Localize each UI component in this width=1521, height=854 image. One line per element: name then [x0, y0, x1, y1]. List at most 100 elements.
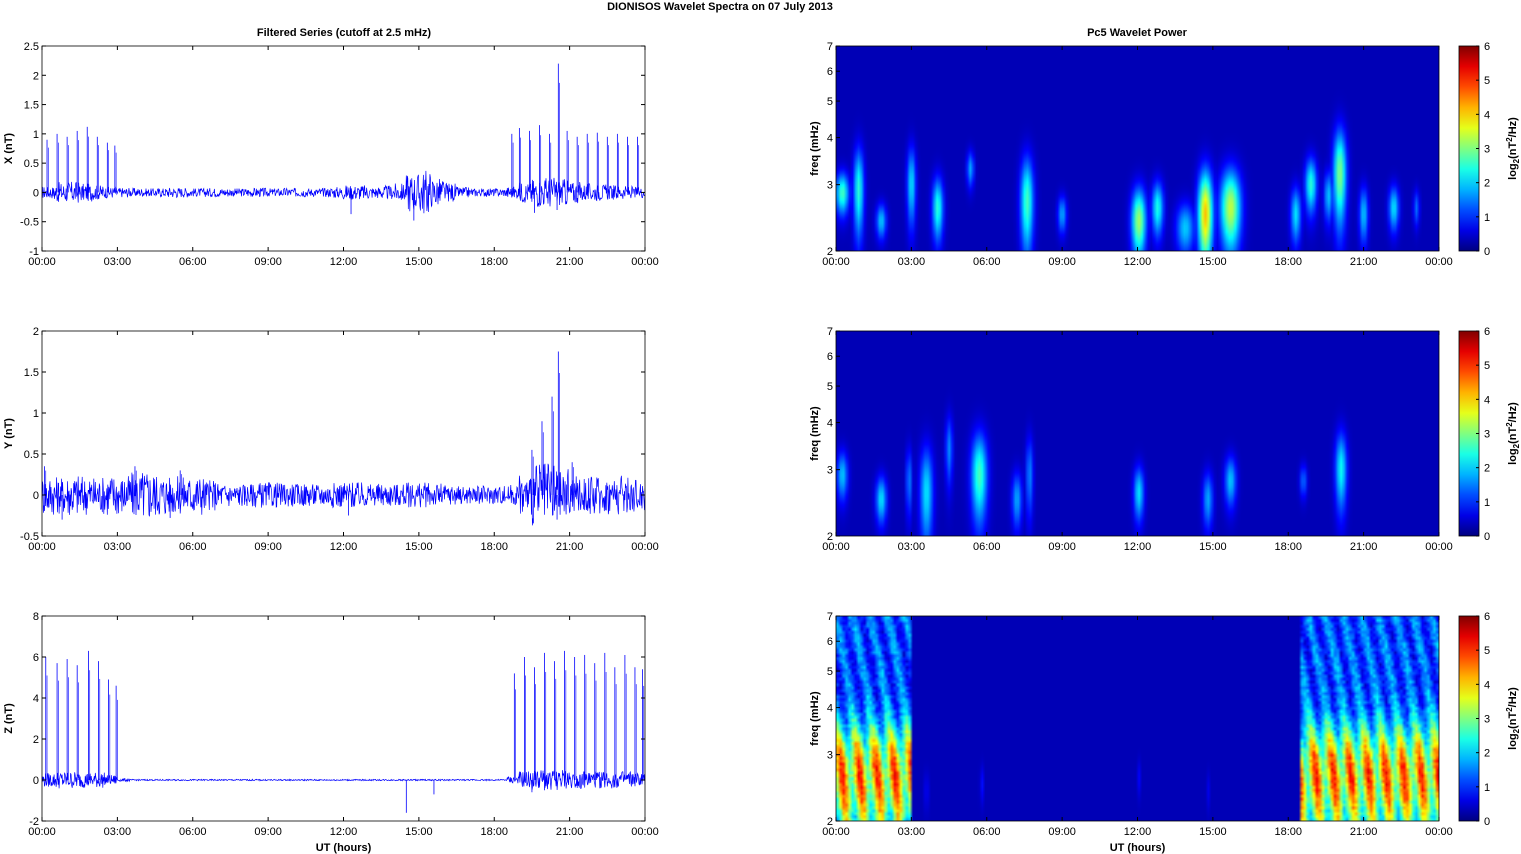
ytick-label: -1: [29, 246, 39, 258]
trace-Y: [42, 463, 645, 526]
spec-ytick-label: 2: [827, 816, 833, 828]
spec-ytick-label: 3: [827, 465, 833, 477]
ytick-label: 2: [33, 326, 39, 338]
colorbar-label: log2(nT2/Hz): [1505, 687, 1521, 750]
colorbar-tick-label: 0: [1484, 531, 1490, 543]
trace-group-Y: [42, 351, 645, 526]
ytick-label: 0.5: [24, 158, 39, 170]
colorbar-tick-label: 4: [1484, 109, 1490, 121]
spec-ytick-label: 7: [827, 41, 833, 53]
spec-Y-xtick-label: 12:00: [1124, 541, 1152, 553]
line-Z-xtick-label: 21:00: [556, 826, 584, 838]
colorbar-label-part: log: [1507, 448, 1519, 465]
ytick-label: -2: [29, 816, 39, 828]
line-Y-xtick-label: 12:00: [330, 541, 358, 553]
colorbar-tick-label: 2: [1484, 178, 1490, 190]
colorbar-tick-label: 4: [1484, 394, 1490, 406]
colorbar-tick-label: 0: [1484, 246, 1490, 258]
spec-Z-xtick-label: 00:00: [822, 826, 850, 838]
spec-ylabel: freq (mHz): [809, 406, 821, 461]
line-Y-xtick-label: 00:00: [631, 541, 659, 553]
ytick-label: 4: [33, 693, 39, 705]
ytick-label: 2.5: [24, 41, 39, 53]
line-Y-xtick-label: 06:00: [179, 541, 207, 553]
line-Z-xtick-label: 18:00: [480, 826, 508, 838]
spec-Z-xtick-label: 21:00: [1350, 826, 1378, 838]
line-Z-xtick-label: 06:00: [179, 826, 207, 838]
line-Y-xtick-label: 15:00: [405, 541, 433, 553]
line-Z-xtick-label: 09:00: [254, 826, 282, 838]
spec-X-xtick-label: 15:00: [1199, 256, 1227, 268]
spec-Z-xtick-label: 15:00: [1199, 826, 1227, 838]
spectrogram-image-Y: [836, 331, 1439, 536]
line-X-xtick-label: 00:00: [28, 256, 56, 268]
line-X-xtick-label: 12:00: [330, 256, 358, 268]
spec-ytick-label: 5: [827, 96, 833, 108]
spec-X-xtick-label: 12:00: [1124, 256, 1152, 268]
colorbar-tick-label: 3: [1484, 714, 1490, 726]
trace-X: [42, 170, 645, 214]
colorbar-tick-label: 4: [1484, 679, 1490, 691]
spec-ytick-label: 5: [827, 381, 833, 393]
colorbar-tick-label: 1: [1484, 497, 1490, 509]
line-Y-xtick-label: 03:00: [104, 541, 132, 553]
ytick-label: 1.5: [24, 100, 39, 112]
spec-Y-xtick-label: 21:00: [1350, 541, 1378, 553]
spec-ytick-label: 3: [827, 180, 833, 192]
ytick-label: 0.5: [24, 449, 39, 461]
spec-ytick-label: 2: [827, 246, 833, 258]
colorbar-label-part: 2: [1512, 158, 1521, 163]
spec-Y-xtick-label: 00:00: [1425, 541, 1453, 553]
colorbar-label-part: 2: [1505, 707, 1514, 712]
line-X-xtick-label: 21:00: [556, 256, 584, 268]
ytick-label: 2: [33, 70, 39, 82]
colorbar-label-part: (nT: [1507, 427, 1519, 444]
ytick-label: 1: [33, 408, 39, 420]
spec-Y-xtick-label: 00:00: [822, 541, 850, 553]
spec-Y-xtick-label: 15:00: [1199, 541, 1227, 553]
line-Y-xtick-label: 00:00: [28, 541, 56, 553]
ytick-label: 2: [33, 734, 39, 746]
right-column-title: Pc5 Wavelet Power: [1087, 27, 1188, 39]
spec-ytick-label: 5: [827, 666, 833, 678]
spec-X-xtick-label: 00:00: [1425, 256, 1453, 268]
line-Z-xtick-label: 12:00: [330, 826, 358, 838]
colorbar-label-part: log: [1507, 733, 1519, 750]
spec-Z-xtick-label: 00:00: [1425, 826, 1453, 838]
colorbar-tick-label: 6: [1484, 41, 1490, 53]
spec-Y-xtick-label: 18:00: [1274, 541, 1302, 553]
ytick-label: 6: [33, 652, 39, 664]
colorbar-label-part: 2: [1505, 137, 1514, 142]
colorbar-tick-label: 6: [1484, 611, 1490, 623]
ytick-label: 0: [33, 187, 39, 199]
ytick-label: 1: [33, 129, 39, 141]
line-Z-xtick-label: 03:00: [104, 826, 132, 838]
spec-ytick-label: 4: [827, 703, 833, 715]
spec-ytick-label: 4: [827, 133, 833, 145]
colorbar-label-part: 2: [1512, 443, 1521, 448]
colorbar-tick-label: 2: [1484, 463, 1490, 475]
spec-ytick-label: 6: [827, 351, 833, 363]
ylabel-X: X (nT): [3, 133, 15, 164]
colorbar-tick-label: 5: [1484, 645, 1490, 657]
line-Z-xtick-label: 00:00: [631, 826, 659, 838]
colorbar-tick-label: 5: [1484, 360, 1490, 372]
line-X-xtick-label: 00:00: [631, 256, 659, 268]
figure-title: DIONISOS Wavelet Spectra on 07 July 2013: [607, 1, 833, 13]
colorbar-tick-label: 3: [1484, 144, 1490, 156]
line-Z-xtick-label: 00:00: [28, 826, 56, 838]
ytick-label: -0.5: [20, 531, 39, 543]
spec-ytick-label: 3: [827, 750, 833, 762]
ytick-label: 0: [33, 775, 39, 787]
colorbar-label-part: (nT: [1507, 712, 1519, 729]
ylabel-Z: Z (nT): [3, 703, 15, 734]
colorbar-tick-label: 1: [1484, 212, 1490, 224]
spec-Z-xtick-label: 09:00: [1048, 826, 1076, 838]
spec-X-xtick-label: 00:00: [822, 256, 850, 268]
ylabel-Y: Y (nT): [3, 418, 15, 449]
spec-Y-xtick-label: 06:00: [973, 541, 1001, 553]
line-Y-xtick-label: 09:00: [254, 541, 282, 553]
colorbar-label-part: 2: [1505, 422, 1514, 427]
colorbar-tick-label: 2: [1484, 748, 1490, 760]
colorbar-tick-label: 0: [1484, 816, 1490, 828]
